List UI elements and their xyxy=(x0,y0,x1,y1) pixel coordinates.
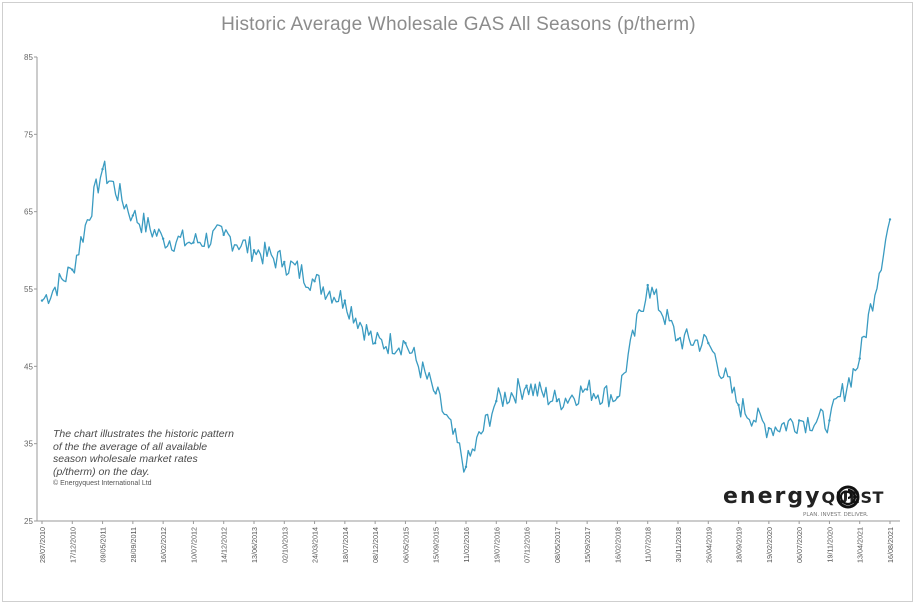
data-point xyxy=(616,396,619,399)
annotation-line: of the the average of all available xyxy=(53,440,208,453)
x-tick-label: 16/08/2021 xyxy=(886,527,895,563)
x-tick-label: 06/05/2015 xyxy=(401,527,410,563)
data-point xyxy=(464,465,468,469)
x-tick-label: 11/02/2016 xyxy=(462,527,471,562)
annotation-line: The chart illustrates the historic patte… xyxy=(53,428,234,440)
data-point xyxy=(40,299,44,302)
data-point xyxy=(131,214,135,217)
x-tick-label: 11/07/2018 xyxy=(644,527,653,562)
data-point xyxy=(555,399,559,403)
x-tick-label: 17/12/2010 xyxy=(68,527,77,563)
x-tick-label: 15/09/2015 xyxy=(432,527,441,563)
y-tick-label: 85 xyxy=(24,53,33,62)
x-tick-label: 02/10/2013 xyxy=(280,527,289,563)
data-point xyxy=(313,280,316,283)
data-point xyxy=(707,341,710,345)
y-tick-label: 75 xyxy=(24,130,33,139)
data-point xyxy=(525,384,528,387)
x-tick-label: 08/12/2014 xyxy=(371,527,380,563)
x-tick-label: 15/09/2017 xyxy=(583,527,592,563)
y-tick-label: 35 xyxy=(24,440,33,449)
x-tick-label: 16/02/2018 xyxy=(613,527,622,563)
annotation-line: (p/therm) on the day. xyxy=(53,465,150,478)
logo-word-quest: QUEST xyxy=(821,488,884,507)
x-tick-label: 19/11/2020 xyxy=(825,527,834,562)
data-point xyxy=(888,218,892,221)
x-tick-label: 24/03/2014 xyxy=(311,527,320,563)
x-tick-label: 14/12/2012 xyxy=(220,527,229,563)
y-tick-label: 45 xyxy=(24,362,33,371)
x-tick-label: 18/09/2019 xyxy=(735,527,744,563)
data-point xyxy=(676,338,680,341)
x-tick-label: 30/11/2018 xyxy=(674,527,683,562)
annotation-line: season wholesale market rates xyxy=(53,453,198,466)
data-point xyxy=(222,233,225,237)
data-point xyxy=(585,388,589,391)
data-point xyxy=(192,241,195,244)
data-point xyxy=(101,167,104,171)
data-point xyxy=(495,399,498,403)
x-tick-label: 09/05/2011 xyxy=(99,527,108,562)
x-tick-label: 18/07/2014 xyxy=(341,527,350,563)
data-point xyxy=(646,283,649,287)
data-point xyxy=(343,299,347,302)
y-tick-label: 65 xyxy=(24,208,33,217)
x-tick-label: 08/05/2017 xyxy=(553,527,562,563)
x-tick-label: 19/07/2016 xyxy=(492,527,501,563)
y-tick-labels: 85 75 65 55 45 35 25 xyxy=(24,53,37,526)
data-point xyxy=(767,427,771,430)
x-tick-labels: 28/07/2010 17/12/2010 09/05/2011 28/09/2011… xyxy=(38,521,895,563)
x-tick-label: 19/02/2020 xyxy=(765,527,774,563)
x-tick-label: 26/04/2019 xyxy=(704,527,713,563)
data-point xyxy=(797,419,801,422)
data-point xyxy=(858,357,861,360)
data-point xyxy=(161,237,165,240)
data-point xyxy=(252,249,256,252)
data-point xyxy=(283,260,286,264)
x-tick-label: 13/04/2021 xyxy=(856,527,865,563)
data-point xyxy=(737,403,740,407)
x-tick-label: 28/09/2011 xyxy=(129,527,138,562)
logo-swirl-icon xyxy=(836,485,860,509)
chart-annotation: The chart illustrates the historic patte… xyxy=(53,428,313,489)
data-point xyxy=(373,341,377,345)
x-tick-label: 07/12/2016 xyxy=(523,527,532,563)
x-tick-label: 28/07/2010 xyxy=(38,527,47,563)
y-tick-label: 55 xyxy=(24,285,33,294)
copyright-text: © Energyquest International Ltd xyxy=(53,480,152,488)
energyquest-logo: energyQUEST PLAN. INVEST. DELIVER. xyxy=(723,484,884,518)
series-line xyxy=(41,160,891,473)
y-tick-label: 25 xyxy=(24,517,33,526)
x-tick-label: 16/02/2012 xyxy=(159,527,168,563)
x-tick-label: 06/07/2020 xyxy=(795,527,804,563)
x-tick-label: 10/07/2012 xyxy=(189,527,198,563)
logo-word: energy xyxy=(723,484,822,509)
data-point xyxy=(828,419,831,422)
data-point xyxy=(404,341,407,345)
x-tick-label: 13/06/2013 xyxy=(250,527,259,563)
data-point xyxy=(434,392,437,395)
data-point xyxy=(71,268,74,271)
chart-title: Historic Average Wholesale GAS All Seaso… xyxy=(221,14,696,35)
series-group xyxy=(40,160,892,473)
logo-tagline: PLAN. INVEST. DELIVER. xyxy=(803,512,869,518)
